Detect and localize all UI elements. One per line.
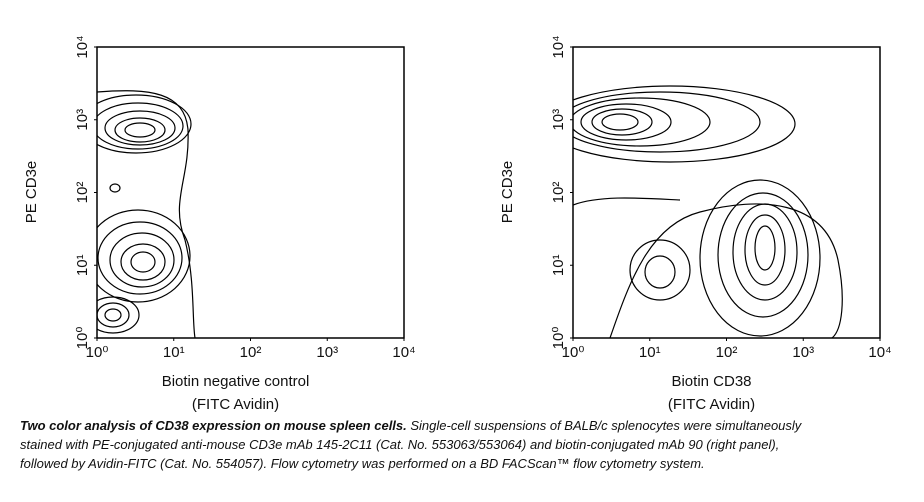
x-tick-label: 10¹ [163,344,185,361]
y-tick-label: 10² [550,182,567,204]
y-tick-label: 10¹ [74,254,91,276]
y-tick-label: 10³ [74,109,91,131]
caption-text: Single-cell suspensions of BALB/c spleno… [20,418,802,471]
y-axis-label: PE CD3e [23,161,40,224]
caption-bold: Two color analysis of CD38 expression on… [20,418,407,433]
y-axis-label: PE CD3e [499,161,516,224]
x-tick-label: 10² [240,344,262,361]
y-tick-label: 10⁰ [74,327,91,350]
x-axis-label: Biotin negative control [162,373,310,390]
y-tick-label: 10⁴ [74,35,91,58]
x-tick-label: 10⁰ [86,344,109,361]
contours [97,90,196,338]
y-tick-label: 10² [74,182,91,204]
x-axis-label: (FITC Avidin) [668,396,755,413]
x-tick-label: 10⁴ [392,344,415,361]
y-tick-label: 10¹ [550,254,567,276]
charts: 10⁰ 10¹ 10² 10³ 10⁴ 10⁰ 10¹ 10² 10³ 10⁴ PE CD3e Bio… [23,35,892,413]
x-tick-label: 10³ [316,344,338,361]
x-tick-label: 10¹ [639,344,661,361]
x-tick-label: 10³ [792,344,814,361]
y-tick-label: 10³ [550,109,567,131]
y-tick-label: 10⁴ [550,35,567,58]
x-tick-label: 10² [716,344,738,361]
contours [573,85,843,338]
x-tick-label: 10⁰ [562,344,585,361]
y-tick-label: 10⁰ [550,327,567,350]
caption: Two color analysis of CD38 expression on… [20,416,820,473]
x-tick-label: 10⁴ [868,344,891,361]
x-axis-label: Biotin CD38 [671,373,751,390]
x-axis-label: (FITC Avidin) [192,396,279,413]
